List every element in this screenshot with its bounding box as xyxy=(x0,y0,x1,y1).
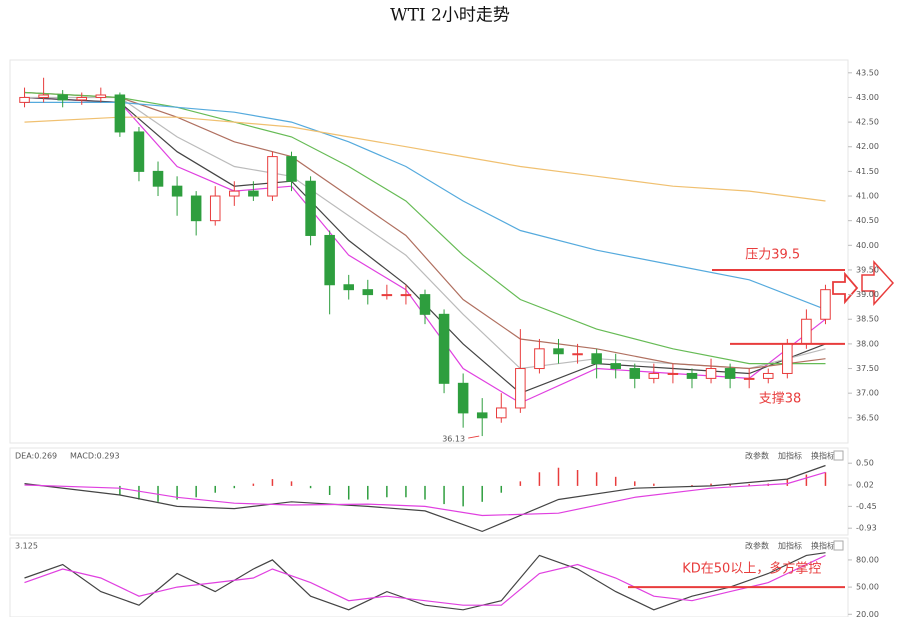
y-tick-label: 38.50 xyxy=(856,315,879,324)
candle-body xyxy=(648,372,660,379)
legend-label: 3.125 xyxy=(15,542,38,551)
indicator-line xyxy=(24,91,826,370)
close-button[interactable] xyxy=(833,450,844,461)
y-tick-label: 40.00 xyxy=(856,241,879,250)
y-tick-label: 40.50 xyxy=(856,216,879,225)
y-tick-label: 0.50 xyxy=(856,459,874,468)
y-tick-label: 39.00 xyxy=(856,290,879,299)
candle-body xyxy=(57,94,68,101)
annotation: 支撑38 xyxy=(759,391,802,406)
candle-body xyxy=(820,289,831,320)
indicator-line xyxy=(24,96,826,404)
y-tick-label: 39.50 xyxy=(856,265,879,274)
panel-button[interactable]: 改参数 xyxy=(745,541,769,551)
candle-body xyxy=(496,407,507,419)
y-tick-label: -0.93 xyxy=(856,524,877,533)
arrow xyxy=(861,260,895,306)
candle-body xyxy=(743,377,755,380)
y-tick-label: 37.00 xyxy=(856,389,879,398)
candle-body xyxy=(209,195,221,222)
candle-body xyxy=(705,368,717,379)
indicator-line xyxy=(24,116,826,202)
candle-body xyxy=(400,294,412,297)
candle-body xyxy=(724,368,736,379)
panel-button[interactable]: 改参数 xyxy=(745,451,769,461)
candle-body xyxy=(190,195,202,222)
candle-body xyxy=(38,94,49,98)
y-tick-label: 37.50 xyxy=(856,364,879,373)
candle-body xyxy=(95,94,107,98)
legend-label: DEA:0.269 xyxy=(15,452,57,461)
candle-body xyxy=(801,318,812,345)
indicator-line xyxy=(24,471,826,517)
annotation: 压力39.5 xyxy=(745,247,800,262)
indicator-line xyxy=(24,101,826,310)
candle-body xyxy=(76,96,88,101)
legend-label: MACD:0.293 xyxy=(70,452,120,461)
low-label: 36.13 xyxy=(442,435,465,444)
candle-body xyxy=(133,131,145,172)
panel-button[interactable]: 换指标 xyxy=(811,451,835,461)
candle-body xyxy=(362,289,374,296)
y-tick-label: 50.00 xyxy=(856,583,879,592)
candle-body xyxy=(286,156,297,182)
candle-body xyxy=(610,363,621,370)
candle-body xyxy=(667,372,679,375)
indicator-line xyxy=(24,96,826,370)
candle-body xyxy=(515,368,526,409)
annotation: KD在50以上，多方掌控 xyxy=(682,561,821,577)
candle-body xyxy=(762,372,774,379)
y-tick-label: 80.00 xyxy=(856,555,879,564)
candle-body xyxy=(229,190,240,197)
candle-body xyxy=(267,156,278,197)
low-pointer xyxy=(468,435,480,439)
panel-button[interactable]: 加指标 xyxy=(778,541,802,551)
y-tick-label: 0.02 xyxy=(856,481,874,490)
panel-button[interactable]: 换指标 xyxy=(811,541,835,551)
candle-body xyxy=(438,313,450,384)
candle-body xyxy=(591,353,602,365)
candle-body xyxy=(686,372,698,379)
candle-body xyxy=(553,348,564,355)
indicator-line xyxy=(24,552,826,611)
y-tick-label: 42.50 xyxy=(856,118,879,127)
candle-body xyxy=(114,94,126,133)
indicator-line xyxy=(24,96,826,394)
candle-body xyxy=(476,412,488,419)
candle-body xyxy=(248,190,259,197)
y-tick-label: 20.00 xyxy=(856,610,879,617)
candle-body xyxy=(629,368,641,379)
candle-body xyxy=(457,382,469,414)
candle-body xyxy=(19,96,30,103)
candle-body xyxy=(152,170,164,187)
close-button[interactable] xyxy=(833,540,844,551)
candle-body xyxy=(534,348,545,370)
chart-title: WTI 2小时走势 xyxy=(390,6,510,26)
macd-panel xyxy=(9,447,849,536)
y-tick-label: 41.00 xyxy=(856,192,879,201)
candle-body xyxy=(305,180,316,236)
y-tick-label: 43.00 xyxy=(856,93,879,102)
y-tick-label: 42.00 xyxy=(856,142,879,151)
indicator-line xyxy=(24,554,826,606)
candle-body xyxy=(343,284,354,291)
candle-body xyxy=(324,234,335,286)
panel-button[interactable]: 加指标 xyxy=(778,451,802,461)
candle-body xyxy=(782,343,793,374)
indicator-line xyxy=(24,464,826,533)
y-tick-label: 43.50 xyxy=(856,68,879,77)
candle-body xyxy=(572,353,583,356)
arrow xyxy=(832,271,859,305)
price-panel xyxy=(9,59,849,444)
candle-body xyxy=(381,294,393,297)
candle-body xyxy=(419,294,431,315)
y-tick-label: -0.45 xyxy=(856,502,877,511)
y-tick-label: 36.50 xyxy=(856,413,879,422)
candle-body xyxy=(171,185,183,197)
y-tick-label: 41.50 xyxy=(856,167,879,176)
y-tick-label: 38.00 xyxy=(856,339,879,348)
